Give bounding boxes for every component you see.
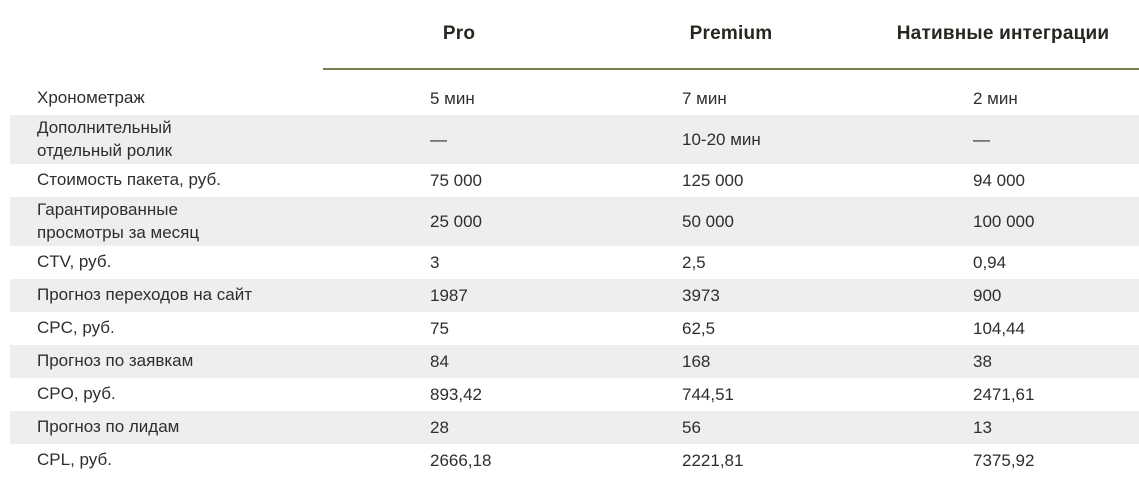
column-header-premium: Premium <box>689 23 773 44</box>
row-label: CPL, руб. <box>37 450 112 470</box>
cell-value: 0,94 <box>973 252 1007 272</box>
cell-value: 84 <box>430 351 449 371</box>
cell-value: 75 <box>430 318 449 338</box>
cell-value: 744,51 <box>682 384 734 404</box>
cell-value: — <box>973 129 990 149</box>
cell-value: 125 000 <box>682 170 744 190</box>
cell-value: 168 <box>682 351 711 371</box>
table-row: Хронометраж 5 мин 7 мин 2 мин <box>10 82 1139 115</box>
table-row: Прогноз переходов на сайт 1987 3973 900 <box>10 279 1139 312</box>
cell-value: 2 мин <box>973 88 1018 108</box>
table-row: CTV, руб. 3 2,5 0,94 <box>10 246 1139 279</box>
cell-value: 3 <box>430 252 440 272</box>
table-row: CPL, руб. 2666,18 2221,81 7375,92 <box>10 444 1139 477</box>
table-row: Прогноз по заявкам 84 168 38 <box>10 345 1139 378</box>
table-row: CPO, руб. 893,42 744,51 2471,61 <box>10 378 1139 411</box>
header-divider <box>323 68 1139 70</box>
cell-value: 56 <box>682 417 701 437</box>
table-row: Прогноз по лидам 28 56 13 <box>10 411 1139 444</box>
cell-value: 5 мин <box>430 88 475 108</box>
row-label: CTV, руб. <box>37 252 112 272</box>
cell-value: 94 000 <box>973 170 1025 190</box>
cell-value: 104,44 <box>973 318 1025 338</box>
cell-value: 893,42 <box>430 384 482 404</box>
row-label: Прогноз переходов на сайт <box>37 285 253 305</box>
table-row: Дополнительный отдельный ролик — 10-20 м… <box>10 115 1139 164</box>
table-row: CPC, руб. 75 62,5 104,44 <box>10 312 1139 345</box>
row-label: Гарантированные просмотры за месяц <box>37 199 200 242</box>
cell-value: 28 <box>430 417 449 437</box>
cell-value: — <box>430 129 447 149</box>
table-row: Гарантированные просмотры за месяц 25 00… <box>10 197 1139 246</box>
row-label: Хронометраж <box>37 88 145 108</box>
row-label: Дополнительный отдельный ролик <box>37 117 173 160</box>
table-header-row: Pro Premium Нативные интеграции <box>0 0 1139 68</box>
cell-value: 7 мин <box>682 88 727 108</box>
cell-value: 7375,92 <box>973 450 1035 470</box>
cell-value: 38 <box>973 351 992 371</box>
column-header-pro: Pro <box>442 23 476 44</box>
row-label: CPO, руб. <box>37 384 116 404</box>
table-body: Хронометраж 5 мин 7 мин 2 мин Дополнител… <box>0 82 1139 477</box>
cell-value: 900 <box>973 285 1002 305</box>
cell-value: 2666,18 <box>430 450 492 470</box>
pricing-comparison-table: Pro Premium Нативные интеграции Хрономет… <box>0 0 1139 477</box>
row-label: Прогноз по лидам <box>37 417 180 437</box>
cell-value: 75 000 <box>430 170 482 190</box>
cell-value: 2221,81 <box>682 450 744 470</box>
cell-value: 25 000 <box>430 211 482 231</box>
row-label: Стоимость пакета, руб. <box>37 170 221 190</box>
cell-value: 3973 <box>682 285 720 305</box>
row-label: CPC, руб. <box>37 318 115 338</box>
cell-value: 50 000 <box>682 211 734 231</box>
cell-value: 2471,61 <box>973 384 1035 404</box>
cell-value: 10-20 мин <box>682 129 761 149</box>
table-row: Стоимость пакета, руб. 75 000 125 000 94… <box>10 164 1139 197</box>
cell-value: 100 000 <box>973 211 1035 231</box>
cell-value: 62,5 <box>682 318 716 338</box>
column-header-native: Нативные интеграции <box>896 23 1110 44</box>
cell-value: 2,5 <box>682 252 706 272</box>
row-label: Прогноз по заявкам <box>37 351 194 371</box>
cell-value: 1987 <box>430 285 468 305</box>
cell-value: 13 <box>973 417 992 437</box>
